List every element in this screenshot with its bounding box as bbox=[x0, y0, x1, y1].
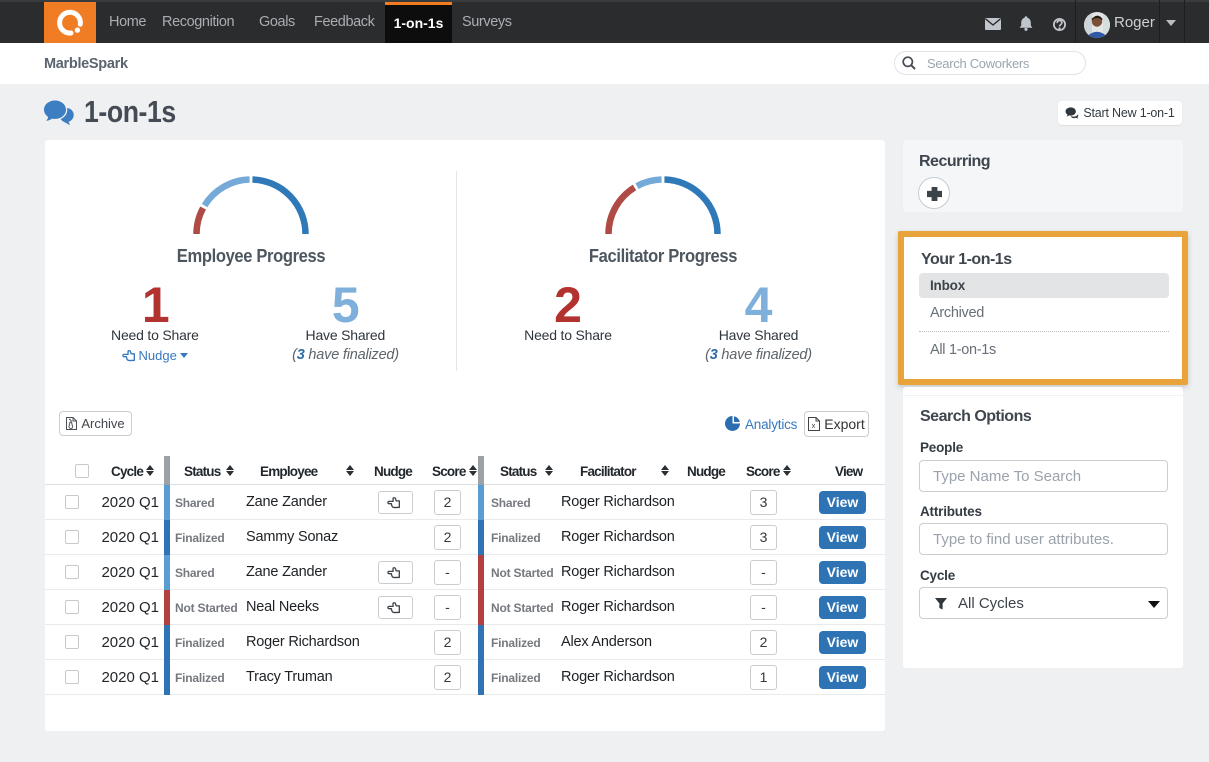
svg-text:x: x bbox=[812, 421, 816, 430]
